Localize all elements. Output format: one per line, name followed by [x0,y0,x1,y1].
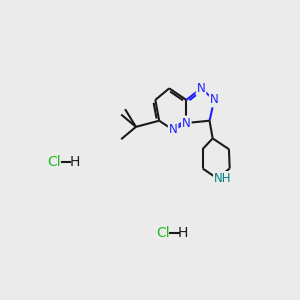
Text: NH: NH [214,172,232,185]
Text: N: N [210,93,219,106]
Text: H: H [70,154,80,169]
Text: N: N [197,82,206,95]
Text: H: H [178,226,188,240]
Text: N: N [169,123,178,136]
Text: Cl: Cl [48,154,62,169]
Text: Cl: Cl [156,226,170,240]
Text: N: N [182,116,191,130]
